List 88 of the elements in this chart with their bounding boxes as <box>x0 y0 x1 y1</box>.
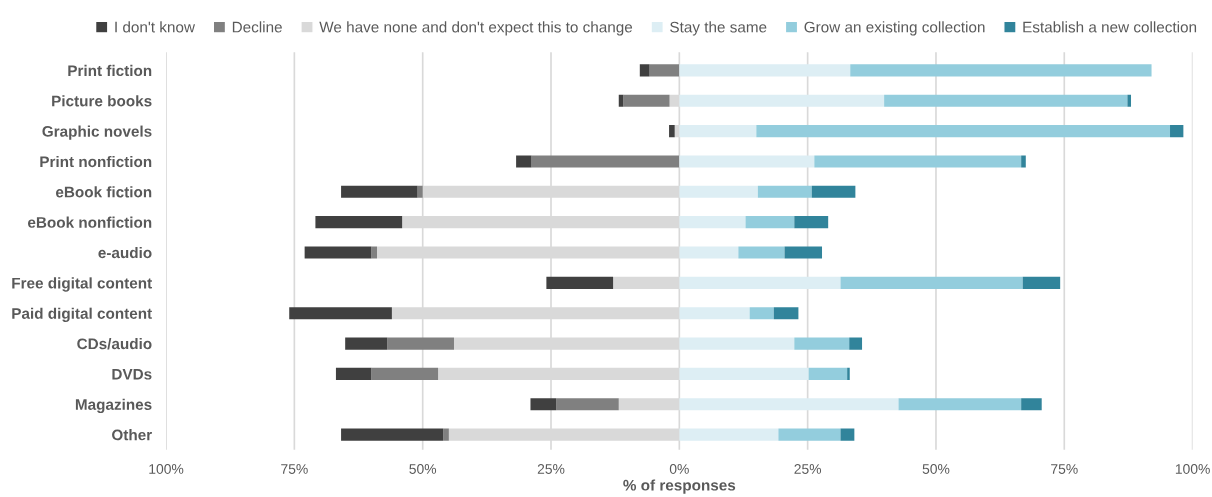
y-tick-label: eBook nonfiction <box>28 216 152 228</box>
bar <box>738 246 785 259</box>
bar <box>679 398 899 411</box>
bar <box>335 367 372 380</box>
x-tick-label: 100% <box>1175 464 1210 474</box>
bar <box>669 125 675 138</box>
bar <box>778 428 841 441</box>
bar <box>1021 398 1042 411</box>
bar <box>315 216 403 229</box>
bar <box>840 276 1023 289</box>
legend-label: Establish a new collection <box>1023 21 1197 33</box>
legend-label: Stay the same <box>670 21 767 36</box>
bar <box>341 428 444 441</box>
x-tick-label: 50% <box>922 464 950 474</box>
bar <box>546 276 614 289</box>
y-tick-label: e-audio <box>98 246 152 259</box>
x-axis-title: % of responses <box>623 479 736 494</box>
bar <box>884 94 1128 107</box>
y-tick-label: Graphic novels <box>42 125 152 140</box>
bar <box>773 307 799 320</box>
y-tick-label: Free digital content <box>12 277 152 292</box>
legend-label: I don't know <box>115 21 196 33</box>
bar <box>649 64 680 77</box>
bar <box>679 64 851 77</box>
bar <box>679 428 779 441</box>
bar <box>516 155 532 168</box>
bar <box>898 398 1022 411</box>
bar <box>556 398 619 411</box>
bar <box>679 125 757 138</box>
x-tick-label: 25% <box>537 464 565 474</box>
bar <box>679 337 795 350</box>
bar <box>811 185 856 198</box>
bar <box>289 307 392 320</box>
bar <box>304 246 372 259</box>
bar <box>387 337 454 350</box>
y-tick-label: Picture books <box>52 95 152 107</box>
bar <box>745 216 795 229</box>
y-tick-label: Magazines <box>75 398 152 414</box>
bar <box>623 94 670 107</box>
bar <box>808 367 848 380</box>
bar <box>1021 155 1026 168</box>
bar <box>345 337 388 350</box>
bar <box>679 246 739 259</box>
bar <box>849 337 863 350</box>
bar <box>794 216 829 229</box>
bar <box>639 64 650 77</box>
bar <box>531 155 680 168</box>
bar <box>679 155 815 168</box>
bar <box>679 185 758 198</box>
legend-label: Grow an existing collection <box>804 21 985 36</box>
legend-label: Decline <box>232 21 282 33</box>
x-tick-label: 75% <box>1051 464 1078 474</box>
x-tick-label: 0% <box>669 464 689 474</box>
y-tick-label: Print fiction <box>68 64 152 77</box>
bar <box>679 94 885 107</box>
y-tick-label: Print nonfiction <box>40 155 152 168</box>
bar <box>443 428 449 441</box>
bar <box>1170 125 1184 138</box>
y-tick-label: Paid digital content <box>12 307 152 322</box>
bar <box>1022 276 1061 289</box>
y-tick-label: Other <box>112 429 152 441</box>
bar <box>417 185 423 198</box>
bar <box>679 367 809 380</box>
bar <box>530 398 557 411</box>
bar <box>679 307 750 320</box>
x-tick-label: 50% <box>409 464 437 474</box>
bar <box>794 337 850 350</box>
bar <box>847 367 850 380</box>
bar <box>840 428 855 441</box>
legend-label: We have none and don't expect this to change <box>319 21 633 36</box>
y-tick-label: DVDs <box>112 368 152 380</box>
y-tick-label: CDs/audio <box>77 338 152 350</box>
x-tick-label: 25% <box>794 464 822 474</box>
bar <box>850 64 1152 77</box>
x-tick-label: 75% <box>281 464 308 474</box>
bar <box>757 185 812 198</box>
bar <box>1127 94 1132 107</box>
bar <box>749 307 774 320</box>
bar <box>784 246 823 259</box>
bar <box>371 367 439 380</box>
bar <box>679 276 841 289</box>
bar <box>371 246 377 259</box>
bar <box>814 155 1022 168</box>
bar <box>679 216 746 229</box>
bar <box>756 125 1171 138</box>
x-tick-label: 100% <box>149 464 184 474</box>
y-tick-label: eBook fiction <box>56 186 152 198</box>
bar <box>341 185 418 198</box>
